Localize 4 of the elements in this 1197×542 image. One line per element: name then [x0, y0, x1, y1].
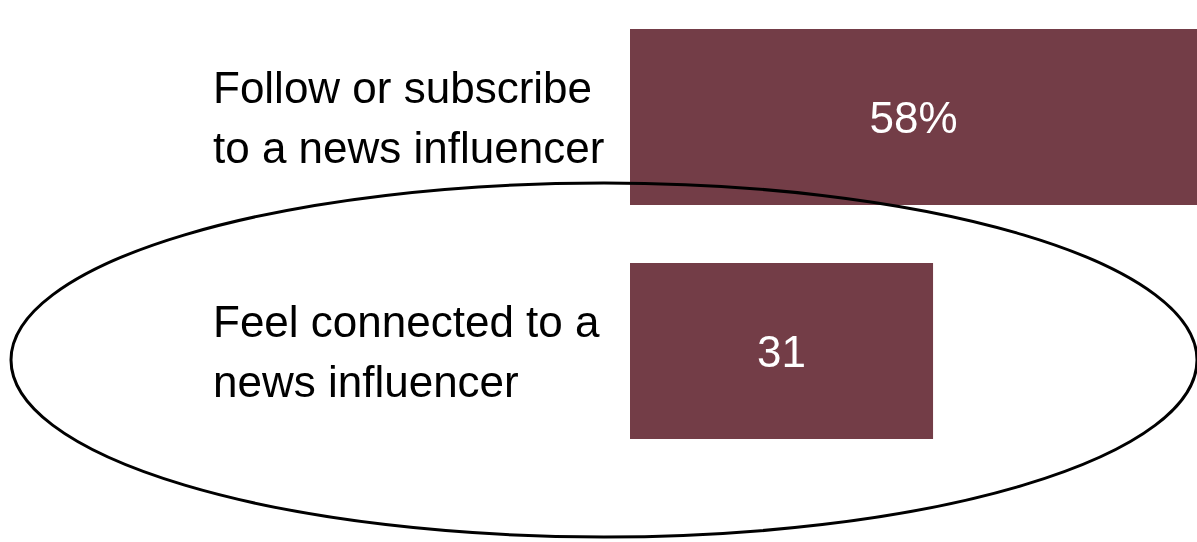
data-label: 58% — [869, 92, 958, 142]
y-tick-label: Feel connected to a news influencer — [213, 296, 612, 406]
data-label: 31 — [757, 326, 806, 376]
y-tick-label: Follow or subscribe to a news influencer — [213, 62, 605, 172]
